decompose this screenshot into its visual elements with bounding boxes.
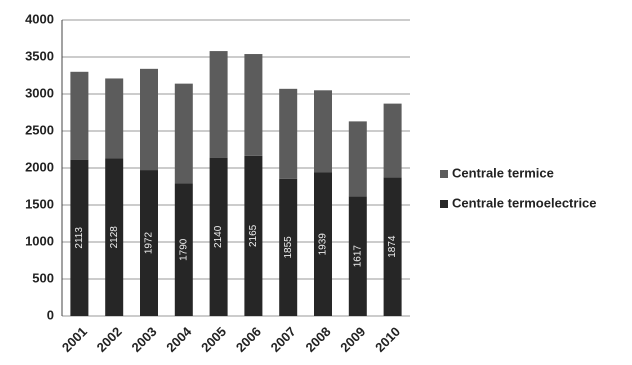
y-tick-label: 4000: [25, 11, 54, 26]
data-label: 1790: [178, 238, 189, 261]
bar-segment: [105, 158, 124, 316]
bar-segment: [383, 103, 402, 178]
x-tick-label: 2001: [59, 324, 90, 355]
bar-segment: [348, 121, 367, 197]
bar-segment: [279, 178, 298, 316]
x-tick-label: 2010: [372, 324, 403, 355]
x-tick-label: 2003: [128, 324, 159, 355]
bar-segment: [70, 159, 89, 316]
data-label: 1874: [387, 235, 398, 258]
legend-label: Centrale termice: [452, 165, 554, 180]
data-label: 1617: [352, 245, 363, 268]
bar-segment: [244, 54, 263, 156]
bar-segment: [314, 172, 332, 316]
y-tick-label: 2000: [25, 159, 54, 174]
y-tick-label: 1000: [25, 233, 54, 248]
data-label: 2140: [213, 225, 224, 248]
bar-segment: [348, 196, 367, 316]
y-tick-label: 3000: [25, 85, 54, 100]
y-tick-label: 3500: [25, 48, 54, 63]
bar-segment: [209, 157, 228, 316]
data-label: 2128: [109, 226, 120, 249]
bar-segment: [244, 155, 263, 316]
legend-label: Centrale termoelectrice: [452, 195, 597, 210]
bar-segment: [279, 88, 298, 179]
x-tick-label: 2009: [337, 324, 368, 355]
bar-segment: [174, 83, 193, 184]
y-tick-label: 2500: [25, 122, 54, 137]
y-tick-label: 0: [47, 307, 54, 322]
x-tick-label: 2005: [198, 324, 229, 355]
bar-segment: [70, 71, 89, 160]
x-tick-label: 2006: [233, 324, 264, 355]
legend-swatch: [440, 200, 448, 208]
y-tick-label: 1500: [25, 196, 54, 211]
bar-segment: [140, 170, 158, 316]
data-label: 1855: [283, 236, 294, 259]
data-label: 1972: [144, 231, 155, 254]
x-tick-label: 2004: [163, 323, 195, 355]
data-label: 1939: [318, 233, 329, 256]
x-tick-label: 2007: [268, 324, 299, 355]
legend-swatch: [440, 170, 448, 178]
bar-segment: [105, 78, 124, 159]
data-label: 2165: [248, 224, 259, 247]
bar-segment: [140, 68, 158, 171]
x-tick-label: 2002: [94, 324, 125, 355]
bar-segment: [209, 51, 228, 158]
bar-segment: [314, 90, 332, 173]
y-tick-label: 500: [32, 270, 54, 285]
bar-segment: [383, 177, 402, 316]
bar-segment: [174, 183, 193, 316]
x-tick-label: 2008: [302, 324, 333, 355]
data-label: 2113: [74, 227, 85, 249]
